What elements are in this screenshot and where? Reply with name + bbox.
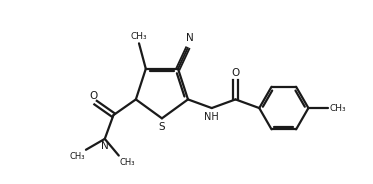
Text: O: O [231,68,239,78]
Text: CH₃: CH₃ [329,104,346,113]
Text: CH₃: CH₃ [119,158,135,167]
Text: O: O [90,91,98,101]
Text: S: S [159,122,165,132]
Text: NH: NH [204,112,219,122]
Text: CH₃: CH₃ [70,152,85,161]
Text: N: N [186,33,193,43]
Text: CH₃: CH₃ [131,32,147,41]
Text: N: N [101,141,109,151]
